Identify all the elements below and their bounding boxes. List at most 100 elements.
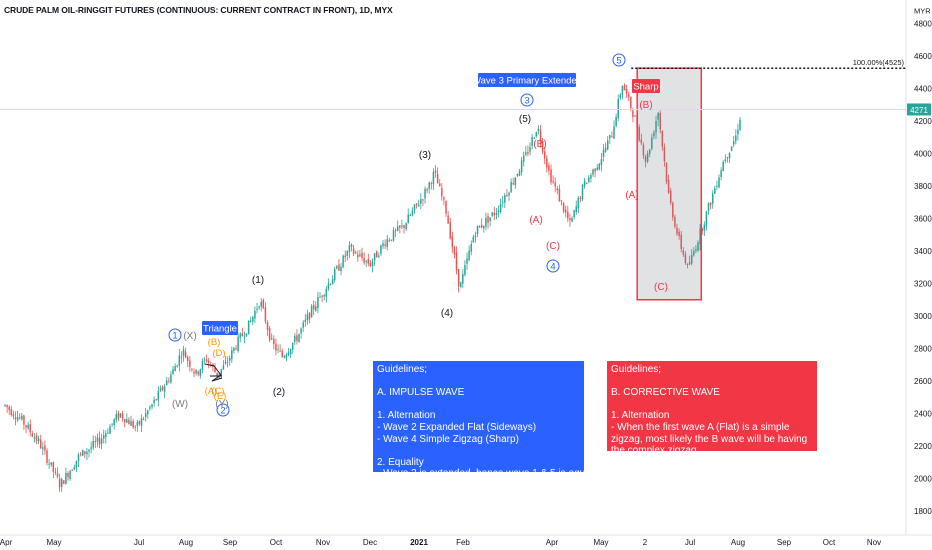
candle-body	[651, 137, 653, 149]
candle-body	[117, 412, 120, 419]
candle-body	[233, 347, 235, 351]
wave-2-label-circle	[216, 403, 230, 417]
y-tick-label: 4400	[914, 85, 932, 94]
guideline-line: 1. Alternation	[377, 410, 436, 422]
candle-body	[151, 404, 153, 407]
candle-body	[457, 269, 460, 287]
impulse-guidelines-box: Guidelines; A. IMPULSE WAVE 1. Alternati…	[373, 361, 612, 479]
candle-body	[128, 419, 130, 425]
candle-body	[686, 263, 689, 265]
candle-body	[527, 151, 529, 154]
candle-body	[222, 365, 225, 370]
guideline-line: - When the first wave A (Flat) is a simp…	[611, 421, 808, 457]
candle-body	[367, 259, 370, 264]
candle-body	[375, 251, 378, 258]
candle-body	[298, 334, 300, 343]
candle-body	[592, 169, 594, 175]
candle-body	[472, 237, 475, 243]
candle-body	[46, 450, 48, 463]
candle-body	[724, 159, 727, 162]
candle-body	[571, 217, 573, 222]
candle-body	[224, 362, 227, 364]
candle-body	[163, 386, 166, 392]
candle-body	[567, 211, 569, 219]
wave-p5-label: (5)	[519, 114, 531, 125]
candle-body	[480, 224, 483, 228]
candle-body	[693, 251, 695, 256]
candle-body	[245, 333, 248, 336]
candle-body	[497, 210, 500, 213]
candle-body	[105, 433, 107, 438]
candle-body	[115, 414, 118, 421]
guideline-line	[377, 399, 580, 411]
candle-body	[90, 447, 92, 449]
candle-body	[182, 349, 185, 356]
candle-body	[153, 399, 155, 404]
wave3-tag-bg	[478, 73, 576, 87]
candle-body	[207, 360, 210, 363]
wave-x-label: (X)	[183, 331, 196, 342]
candle-body	[172, 369, 174, 375]
x-tick-label: 2021	[410, 538, 428, 547]
fib-level-label: 100.00%(4525)	[853, 58, 905, 67]
candle-body	[483, 225, 485, 229]
wave-p1-label: (1)	[252, 275, 264, 286]
candle-body	[243, 336, 246, 338]
candle-body	[25, 425, 27, 428]
candle-body	[648, 149, 651, 154]
x-tick-label: Aug	[731, 538, 745, 547]
candle-body	[562, 202, 565, 212]
candle-body	[132, 421, 134, 428]
wave-p2-label: (2)	[273, 387, 285, 398]
candle-body	[348, 245, 351, 252]
candle-body	[197, 371, 199, 375]
candle-body	[373, 253, 376, 261]
chart-title: CRUDE PALM OIL-RINGGIT FUTURES (CONTINUO…	[4, 5, 393, 15]
candle-body	[596, 167, 598, 170]
candle-body	[672, 203, 674, 218]
candle-body	[258, 306, 260, 308]
candle-body	[338, 264, 340, 271]
candle-body	[434, 170, 437, 173]
candle-body	[453, 247, 456, 255]
candle-body	[630, 96, 632, 109]
candle-body	[735, 135, 737, 142]
candle-body	[239, 333, 241, 338]
wave-w-label: (W)	[172, 399, 188, 410]
candle-body	[663, 147, 666, 162]
candle-body	[264, 307, 267, 322]
candle-body	[283, 356, 286, 358]
triangle-tag-bg	[202, 321, 238, 335]
candle-body	[126, 419, 128, 423]
candle-body	[617, 99, 619, 119]
candle-body	[514, 177, 517, 186]
candle-body	[531, 137, 533, 147]
candle-body	[577, 197, 580, 209]
guideline-line	[377, 445, 580, 457]
x-tick-label: Oct	[823, 538, 836, 547]
candle-body	[312, 304, 315, 310]
wave-1-label: 1	[172, 331, 177, 342]
candle-body	[625, 88, 628, 94]
candle-body	[615, 116, 617, 126]
candle-body	[296, 335, 298, 342]
candle-body	[140, 418, 143, 426]
candle-body	[415, 203, 418, 205]
candle-body	[600, 158, 603, 166]
candle-body	[203, 359, 206, 361]
y-tick-label: 3000	[914, 312, 932, 321]
candle-body	[581, 184, 584, 200]
sharp-tag: Sharp	[633, 82, 658, 93]
candle-body	[575, 206, 577, 213]
candle-body	[134, 426, 136, 428]
annotations: 4271 100.00%(4525) Triangle Wave 3 Primary …	[0, 53, 931, 417]
candle-body	[21, 415, 23, 420]
candle-body	[378, 255, 380, 257]
candle-body	[285, 354, 288, 358]
candle-body	[556, 188, 559, 191]
candle-body	[657, 112, 659, 120]
candle-body	[363, 257, 365, 263]
x-tick-label: Jul	[685, 538, 695, 547]
